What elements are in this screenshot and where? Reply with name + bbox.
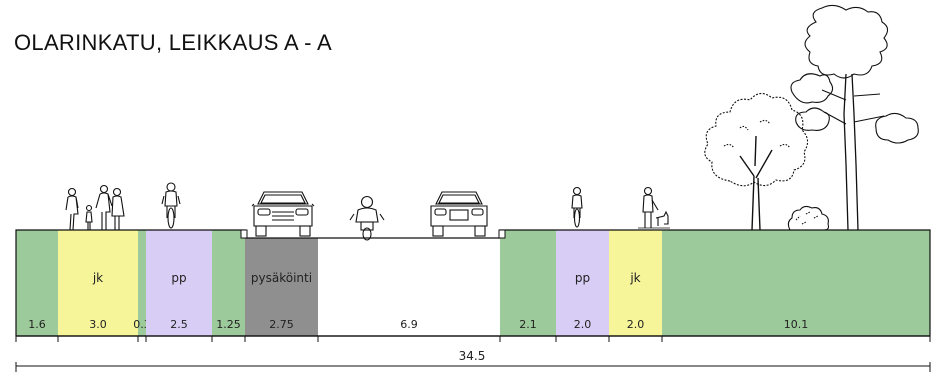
pedestrians-icon — [64, 184, 126, 231]
total-width-label: 34.5 — [459, 349, 486, 363]
segment-8 — [500, 230, 556, 336]
segment-width: 1.6 — [28, 318, 46, 331]
segment-width: 2.5 — [170, 318, 188, 331]
segment-2 — [58, 230, 138, 336]
segment-width: 2.0 — [627, 318, 645, 331]
segment-width: 2.0 — [574, 318, 592, 331]
segment-9 — [556, 230, 609, 336]
curbs-layer — [240, 229, 506, 239]
segment-label: pp — [575, 271, 590, 285]
left-curb — [240, 229, 248, 239]
segment-label: pp — [171, 271, 186, 285]
cyclist-icon — [571, 186, 583, 228]
segment-label: pysäköinti — [251, 271, 312, 285]
segment-width: 10.1 — [784, 318, 809, 331]
segment-7 — [318, 238, 500, 336]
segment-width: 2.75 — [269, 318, 294, 331]
segment-width: 3.0 — [89, 318, 107, 331]
diagram-title: OLARINKATU, LEIKKAUS A - A — [14, 30, 332, 55]
cyclist-icon — [161, 182, 181, 229]
segment-5 — [212, 230, 245, 336]
segment-width: 1.25 — [216, 318, 241, 331]
dimension-layer: 34.5 — [15, 336, 931, 372]
deciduous-tree-icon — [704, 92, 809, 231]
pedestrian-with-dog-icon — [638, 186, 670, 229]
segment-width: 6.9 — [400, 318, 418, 331]
segment-4 — [146, 230, 212, 336]
segment-width: 2.1 — [519, 318, 537, 331]
segment-10 — [609, 230, 662, 336]
right-curb — [498, 229, 506, 239]
parked-car-icon — [251, 191, 315, 237]
segment-1 — [16, 230, 58, 336]
car-icon — [430, 191, 488, 237]
segment-label: jk — [629, 271, 640, 285]
segment-label: jk — [92, 271, 103, 285]
segment-6 — [245, 238, 318, 336]
segment-3 — [138, 230, 146, 336]
segment-11 — [662, 230, 930, 336]
motorcycle-icon — [349, 195, 385, 241]
shrub-icon — [787, 205, 830, 231]
pine-tree-icon — [790, 4, 919, 231]
figures-layer — [64, 4, 919, 241]
